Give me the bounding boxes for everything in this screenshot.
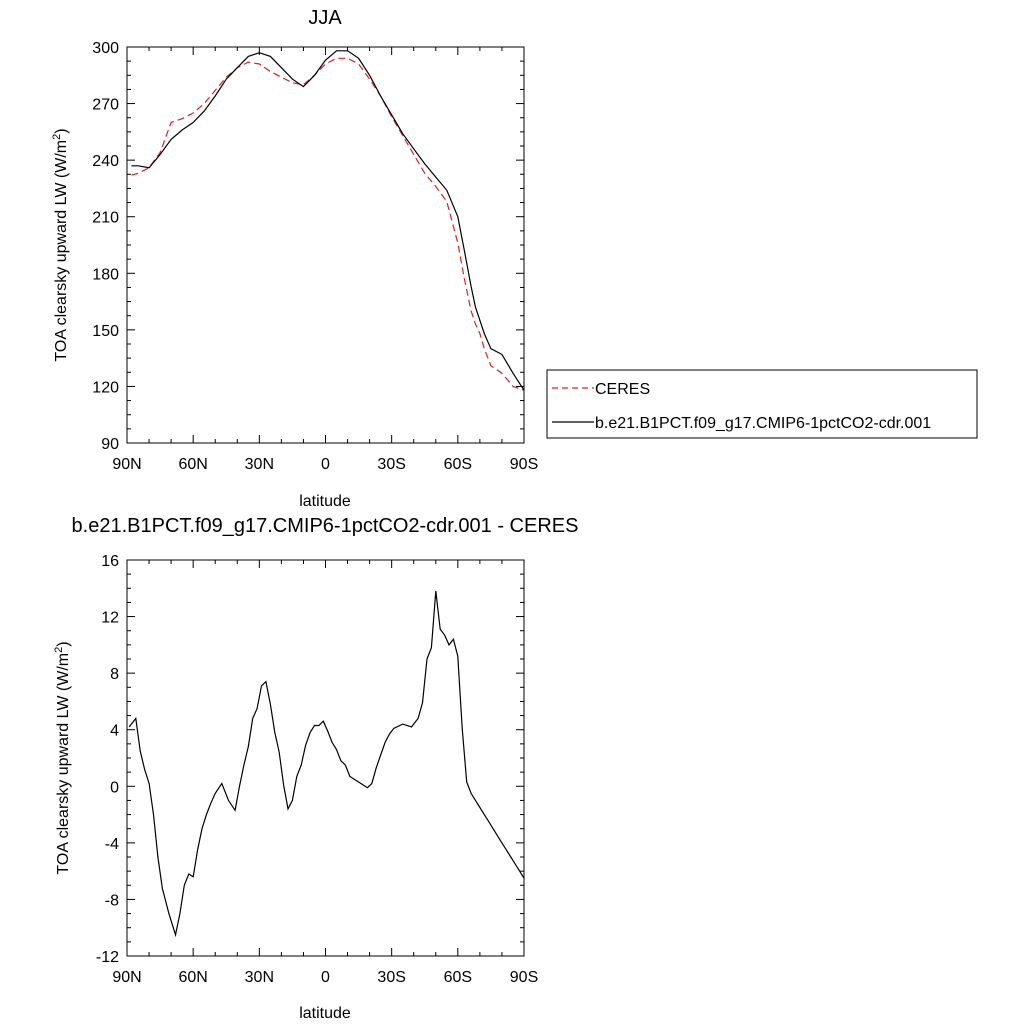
top-chart-ylabel-superscript: 2 <box>51 134 63 140</box>
top-chart-ytick-label: 270 <box>92 97 119 114</box>
bottom-chart-ytick-label: 8 <box>110 666 119 683</box>
bottom-chart: b.e21.B1PCT.f09_g17.CMIP6-1pctCO2-cdr.00… <box>53 515 578 1022</box>
top-chart-plot-area <box>131 50 524 391</box>
top-chart-xtick-label: 30S <box>377 456 405 473</box>
top-chart-ylabel-end: ) <box>53 128 70 133</box>
bottom-chart-series-line-0 <box>128 591 524 938</box>
top-chart-ytick-label: 180 <box>92 266 119 283</box>
top-chart-xtick-label: 90S <box>510 456 538 473</box>
top-chart-xtick-label: 30N <box>245 456 274 473</box>
bottom-chart-ytick-label: 4 <box>110 723 119 740</box>
bottom-chart-xlabel: latitude <box>299 1005 351 1022</box>
top-chart-title: JJA <box>308 7 342 29</box>
bottom-chart-ticks: 90N 60N 30N 0 30S 60S 90S -12 -8 -4 0 4 8 12 16 <box>96 553 538 986</box>
legend: CERES b.e21.B1PCT.f09_g17.CMIP6-1pctCO2-… <box>546 369 978 439</box>
bottom-chart-ylabel: TOA clearsky upward LW (W/m2) <box>53 641 72 874</box>
bottom-chart-xtick-label: 0 <box>321 969 330 986</box>
bottom-chart-ylabel-superscript: 2 <box>53 647 65 653</box>
bottom-chart-xtick-label: 90S <box>510 969 538 986</box>
legend-label-ceres: CERES <box>595 381 650 398</box>
top-chart-ylabel-main: TOA clearsky upward LW (W/m <box>53 140 70 362</box>
bottom-chart-ytick-label: 0 <box>110 779 119 796</box>
bottom-chart-xtick-label: 90N <box>112 969 141 986</box>
bottom-chart-ytick-label: 16 <box>101 553 119 570</box>
top-chart-series-line-0 <box>131 57 524 391</box>
top-chart-ytick-label: 90 <box>101 436 119 453</box>
legend-label-model: b.e21.B1PCT.f09_g17.CMIP6-1pctCO2-cdr.00… <box>595 415 931 432</box>
top-chart-ytick-label: 120 <box>92 379 119 396</box>
legend-box <box>546 369 978 439</box>
bottom-chart-xtick-label: 30N <box>245 969 274 986</box>
top-chart-frame <box>126 46 525 444</box>
top-chart-series-line-1 <box>131 50 524 391</box>
bottom-chart-ytick-label: -4 <box>105 836 119 853</box>
top-chart-ytick-label: 150 <box>92 323 119 340</box>
top-chart-ytick-label: 240 <box>92 153 119 170</box>
top-chart-xtick-label: 60N <box>178 456 207 473</box>
bottom-chart-plot-area <box>128 591 524 938</box>
top-chart-ytick-label: 300 <box>92 40 119 57</box>
top-chart-ylabel: TOA clearsky upward LW (W/m2) <box>51 128 70 361</box>
bottom-chart-ytick-label: -8 <box>105 892 119 909</box>
bottom-chart-xtick-label: 60S <box>444 969 472 986</box>
top-chart-xtick-label: 60S <box>444 456 472 473</box>
top-chart-ytick-label: 210 <box>92 210 119 227</box>
top-chart-xlabel: latitude <box>299 493 351 510</box>
bottom-chart-ylabel-main: TOA clearsky upward LW (W/m <box>55 653 72 875</box>
top-chart: JJA latitude TOA clearsky upward LW (W/m… <box>51 7 538 510</box>
top-chart-xtick-label: 90N <box>112 456 141 473</box>
bottom-chart-xtick-label: 60N <box>178 969 207 986</box>
bottom-chart-title: b.e21.B1PCT.f09_g17.CMIP6-1pctCO2-cdr.00… <box>72 515 579 537</box>
bottom-chart-ytick-label: 12 <box>101 610 119 627</box>
top-chart-ticks: 90N 60N 30N 0 30S 60S 90S 90 120 150 180 210 240 270 3… <box>92 40 538 473</box>
bottom-chart-ytick-label: -12 <box>96 949 119 966</box>
bottom-chart-xtick-label: 30S <box>377 969 405 986</box>
bottom-chart-ylabel-end: ) <box>55 641 72 646</box>
top-chart-xtick-label: 0 <box>321 456 330 473</box>
